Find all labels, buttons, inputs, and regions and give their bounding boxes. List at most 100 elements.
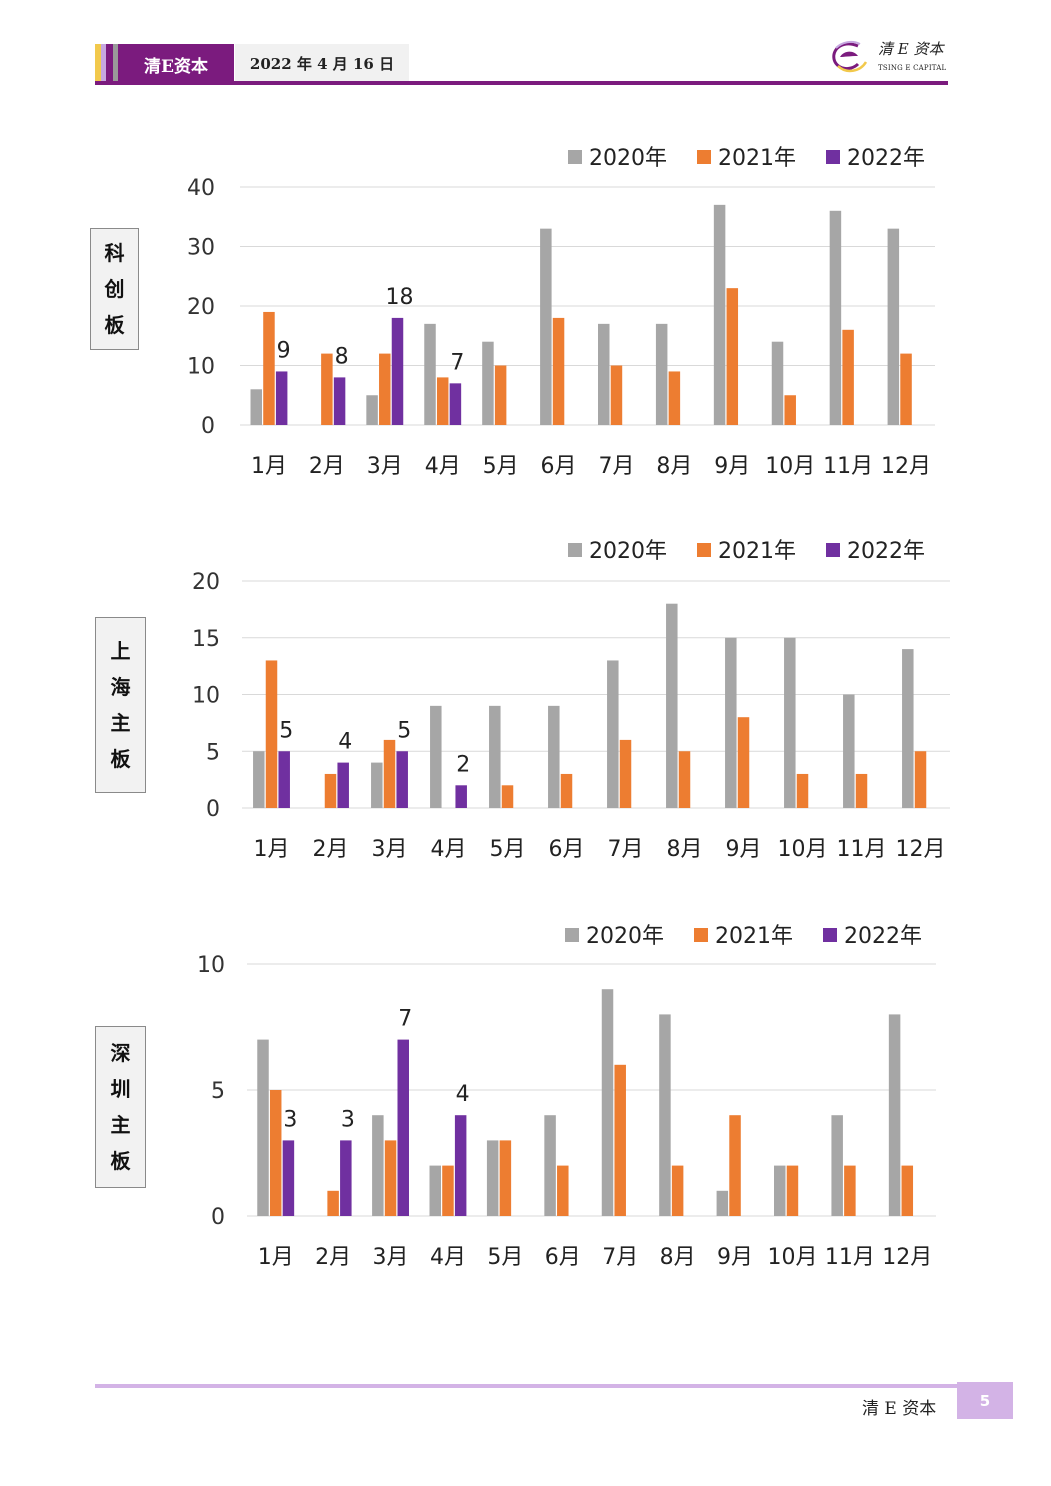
bar-2020年 (784, 637, 796, 808)
x-tick-label: 5月 (483, 454, 519, 479)
logo-cn-text: 清 E 资本 (878, 40, 944, 58)
header-accent-lavender (101, 44, 106, 84)
bar-2020年 (548, 705, 560, 808)
bar-2020年 (655, 323, 668, 425)
bar-2021年 (855, 773, 868, 808)
legend-swatch (697, 543, 711, 557)
x-tick-label: 12月 (896, 837, 946, 862)
bar-2022年 (275, 371, 288, 425)
x-tick-label: 11月 (837, 837, 887, 862)
x-tick-label: 9月 (717, 1245, 753, 1270)
x-tick-label: 4月 (431, 837, 467, 862)
x-tick-label: 11月 (823, 454, 873, 479)
bar-2021年 (737, 717, 750, 808)
panel-label-char: 海 (110, 675, 131, 699)
bar-2021年 (321, 353, 333, 425)
header-date: 2022 年 4 月 16 日 (235, 44, 409, 82)
bar-2020年 (371, 762, 383, 808)
bar-2021年 (844, 1165, 856, 1216)
bar-2021年 (900, 353, 912, 425)
bar-2022年 (396, 751, 408, 808)
legend-swatch (826, 150, 840, 164)
bar-2021年 (786, 1165, 799, 1216)
x-tick-label: 10月 (778, 837, 828, 862)
data-label: 8 (335, 344, 349, 369)
legend-label: 2020年 (589, 539, 667, 564)
bar-2020年 (843, 694, 855, 808)
bar-2022年 (455, 785, 467, 808)
bar-2021年 (557, 1165, 569, 1216)
bar-2021年 (560, 773, 573, 808)
panel-label-shenzhen: 深圳主板 (95, 1026, 146, 1188)
x-tick-label: 7月 (608, 837, 644, 862)
y-tick-label: 5 (206, 740, 220, 765)
bar-2020年 (598, 323, 610, 425)
bar-2021年 (729, 1115, 741, 1216)
data-label: 7 (450, 350, 464, 375)
bar-2020年 (716, 1190, 729, 1216)
bar-2021年 (499, 1140, 512, 1216)
data-label: 7 (398, 1007, 412, 1032)
bar-2020年 (253, 751, 265, 808)
bar-2020年 (366, 395, 378, 425)
page-number: 5 (957, 1382, 1013, 1419)
bar-2020年 (666, 603, 678, 808)
data-label: 9 (277, 338, 291, 363)
x-tick-label: 6月 (549, 837, 585, 862)
bar-2022年 (337, 762, 349, 808)
y-tick-label: 0 (211, 1205, 225, 1230)
x-tick-label: 7月 (598, 454, 634, 479)
x-tick-label: 7月 (602, 1245, 638, 1270)
panel-label-char: 板 (110, 1149, 131, 1173)
chart-shanghai: 0 5 10 15 20 5 4 5 2 1月 2月 3月 4月 5月 6月 7月 8月 9月 10月 11月 12月 2… (192, 539, 950, 862)
x-tick-label: 4月 (425, 454, 461, 479)
bar-2021年 (901, 1165, 914, 1216)
legend-label: 2021年 (718, 539, 796, 564)
x-tick-label: 8月 (667, 837, 703, 862)
data-label: 18 (385, 285, 413, 310)
bar-2022年 (278, 751, 290, 808)
y-tick-label: 40 (187, 176, 215, 201)
x-tick-label: 5月 (487, 1245, 523, 1270)
bar-2021年 (269, 1090, 282, 1216)
bar-2022年 (340, 1140, 352, 1216)
x-tick-label: 8月 (656, 454, 692, 479)
y-tick-label: 10 (192, 684, 220, 709)
bar-2021年 (327, 1190, 339, 1216)
legend-swatch (568, 150, 582, 164)
x-tick-label: 1月 (258, 1245, 294, 1270)
bar-2020年 (540, 228, 552, 425)
bar-2020年 (430, 705, 442, 808)
x-tick-label: 3月 (372, 837, 408, 862)
header-accent-purple (106, 44, 113, 84)
data-label: 5 (279, 718, 293, 743)
panel-label-char: 上 (110, 639, 131, 663)
footer-brand: 清 E 资本 (862, 1399, 937, 1419)
bar-2022年 (449, 383, 462, 425)
legend-label: 2021年 (718, 146, 796, 171)
bar-2021年 (610, 365, 623, 425)
company-logo (828, 36, 952, 78)
y-tick-label: 10 (187, 355, 215, 380)
bar-2020年 (774, 1165, 786, 1216)
legend-label: 2022年 (847, 539, 925, 564)
x-tick-label: 8月 (660, 1245, 696, 1270)
chart-kechuang: 0 10 20 30 40 9 8 18 7 1月 2月 3月 4月 5月 6月 7月 8月 9月 10月 11月 12… (187, 146, 935, 479)
data-label: 3 (341, 1107, 355, 1132)
x-tick-label: 10月 (767, 1245, 817, 1270)
chart-shenzhen: 0 5 10 3 3 7 4 1月 2月 3月 4月 5月 6月 7月 8月 9月 10月 11月 12月 2020年… (197, 924, 936, 1270)
bar-2020年 (424, 323, 436, 425)
bar-2021年 (263, 311, 275, 425)
panel-label-char: 创 (104, 277, 125, 301)
legend-swatch (565, 928, 579, 942)
bar-2021年 (671, 1165, 684, 1216)
x-tick-label: 2月 (315, 1245, 351, 1270)
bar-2020年 (659, 1014, 671, 1216)
y-tick-label: 5 (211, 1079, 225, 1104)
bar-2021年 (494, 365, 507, 425)
x-tick-label: 2月 (309, 454, 345, 479)
x-tick-label: 2月 (313, 837, 349, 862)
bar-2020年 (607, 660, 619, 808)
x-tick-label: 1月 (251, 454, 287, 479)
panel-label-char: 圳 (110, 1077, 131, 1101)
